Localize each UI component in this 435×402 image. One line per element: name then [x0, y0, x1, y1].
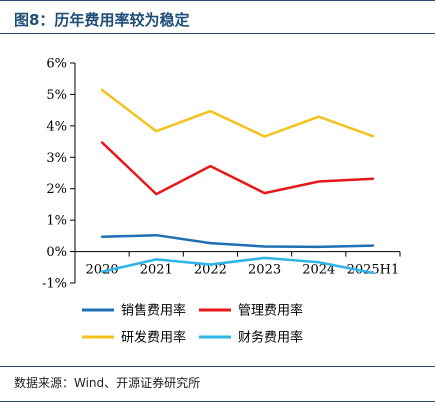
- figure-source: 数据来源：Wind、开源证券研究所: [14, 376, 201, 390]
- y-tick-label: 5%: [46, 88, 67, 103]
- legend-label-2: 管理费用率: [238, 303, 303, 319]
- y-tick-label: 0%: [46, 245, 67, 260]
- series-line-1: [100, 233, 375, 249]
- figure-header: 图8：历年费用率较为稳定: [0, 0, 435, 34]
- y-tick-label: -1%: [42, 277, 67, 292]
- x-tick-label: 2022: [194, 263, 227, 278]
- x-tick-label: 2021: [140, 263, 173, 278]
- legend-label-1: 销售费用率: [121, 303, 186, 319]
- series-line-3: [100, 88, 375, 138]
- legend-label-4: 财务费用率: [238, 330, 303, 346]
- y-tick-label: 2%: [46, 182, 67, 197]
- line-chart: -1% 0% 1% 2% 3% 4% 5% 6% 2020 2021 2022 2023 2024 202…: [42, 57, 401, 346]
- x-tick-label: 2020: [86, 263, 119, 278]
- x-tick-label: 2023: [248, 263, 281, 278]
- y-tick-label: 4%: [46, 119, 67, 134]
- series-line-4: [100, 256, 375, 275]
- y-tick-label: 6%: [46, 57, 67, 72]
- series-line-2: [100, 141, 375, 196]
- y-tick-label: 3%: [46, 151, 67, 166]
- figure-footer: 数据来源：Wind、开源证券研究所: [0, 366, 435, 402]
- x-tick-label: 2024: [302, 263, 335, 278]
- y-tick-label: 1%: [46, 214, 67, 229]
- x-tick-label: 2025H1: [347, 263, 400, 278]
- legend-label-3: 研发费用率: [121, 330, 186, 346]
- figure-title: 图8：历年费用率较为稳定: [14, 11, 190, 29]
